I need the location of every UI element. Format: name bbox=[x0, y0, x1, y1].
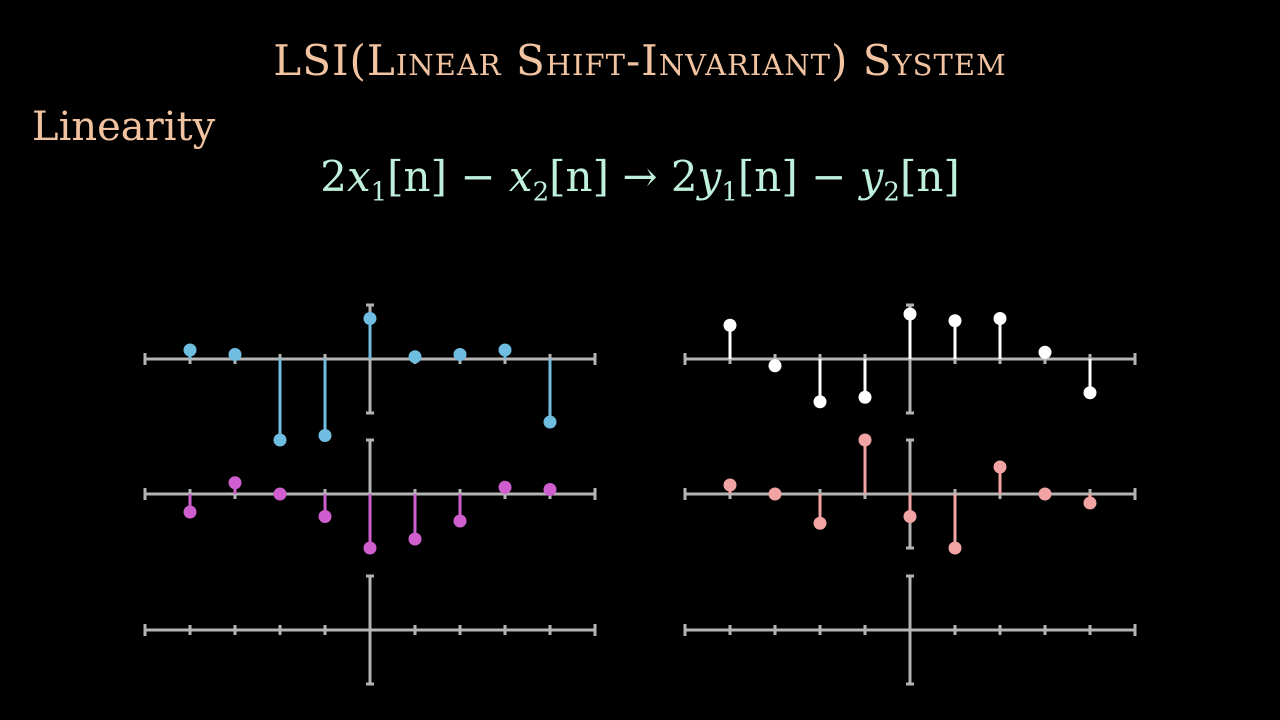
y2-marker-n2 bbox=[993, 460, 1007, 474]
y2-marker-n-3 bbox=[768, 487, 782, 501]
y1-marker-n0 bbox=[903, 307, 917, 321]
x2-marker-n-3 bbox=[228, 476, 242, 490]
x2-marker-n-4 bbox=[183, 505, 197, 519]
x2-marker-n3 bbox=[498, 480, 512, 494]
y1-marker-n-4 bbox=[723, 318, 737, 332]
y2-marker-n3 bbox=[1038, 487, 1052, 501]
eq-y1-sub: 1 bbox=[721, 177, 738, 208]
x2-marker-n1 bbox=[408, 532, 422, 546]
eq-y1-arg: [n] bbox=[737, 152, 798, 201]
eq-minus-2: − bbox=[811, 152, 847, 201]
x2-marker-n-2 bbox=[273, 487, 287, 501]
eq-y2: y bbox=[859, 152, 884, 201]
eq-y2-sub: 2 bbox=[883, 177, 900, 208]
x1-marker-n1 bbox=[408, 350, 422, 364]
eq-y1: y bbox=[697, 152, 722, 201]
x1-marker-n2 bbox=[453, 348, 467, 361]
y2-marker-n4 bbox=[1083, 496, 1097, 510]
x1-marker-n-2 bbox=[273, 433, 287, 447]
linearity-equation: 2x1[n] − x2[n] → 2y1[n] − y2[n] bbox=[0, 152, 1280, 207]
eq-minus-1: − bbox=[460, 152, 496, 201]
y1-marker-n2 bbox=[993, 312, 1007, 325]
x1-marker-n3 bbox=[498, 343, 512, 357]
y1-marker-n3 bbox=[1038, 345, 1052, 359]
eq-x1-sub: 1 bbox=[370, 177, 388, 208]
x1-marker-n-1 bbox=[318, 429, 332, 442]
y2-marker-n-4 bbox=[723, 478, 737, 492]
eq-y2-arg: [n] bbox=[899, 152, 960, 201]
y2-marker-n0 bbox=[903, 510, 917, 523]
x1-marker-n-4 bbox=[183, 343, 197, 357]
x1-marker-n-3 bbox=[228, 348, 242, 361]
x2-marker-n4 bbox=[543, 483, 557, 496]
x1-marker-n0 bbox=[363, 312, 377, 325]
x2-marker-n0 bbox=[363, 541, 377, 555]
eq-coef-x1: 2 bbox=[320, 152, 347, 201]
y1-marker-n-3 bbox=[768, 359, 782, 373]
eq-x1-arg: [n] bbox=[387, 152, 447, 201]
y1-marker-n-1 bbox=[858, 390, 872, 404]
x2-marker-n2 bbox=[453, 514, 467, 528]
section-label: Linearity bbox=[32, 104, 216, 150]
page-title: LSI(Linear Shift-Invariant) System bbox=[273, 36, 1007, 85]
eq-x1: x bbox=[346, 152, 371, 201]
y1-marker-n1 bbox=[948, 314, 962, 328]
eq-x2-arg: [n] bbox=[549, 152, 609, 201]
y2-marker-n1 bbox=[948, 541, 962, 555]
eq-x2-sub: 2 bbox=[532, 177, 550, 208]
y2-marker-n-1 bbox=[858, 433, 872, 447]
y1-marker-n-2 bbox=[813, 395, 827, 409]
eq-coef-y1: 2 bbox=[670, 152, 698, 201]
eq-x2: x bbox=[508, 152, 533, 201]
eq-arrow: → bbox=[622, 152, 658, 201]
x1-marker-n4 bbox=[543, 415, 557, 429]
y2-marker-n-2 bbox=[813, 516, 827, 530]
y1-marker-n4 bbox=[1083, 386, 1097, 400]
x2-marker-n-1 bbox=[318, 510, 332, 523]
